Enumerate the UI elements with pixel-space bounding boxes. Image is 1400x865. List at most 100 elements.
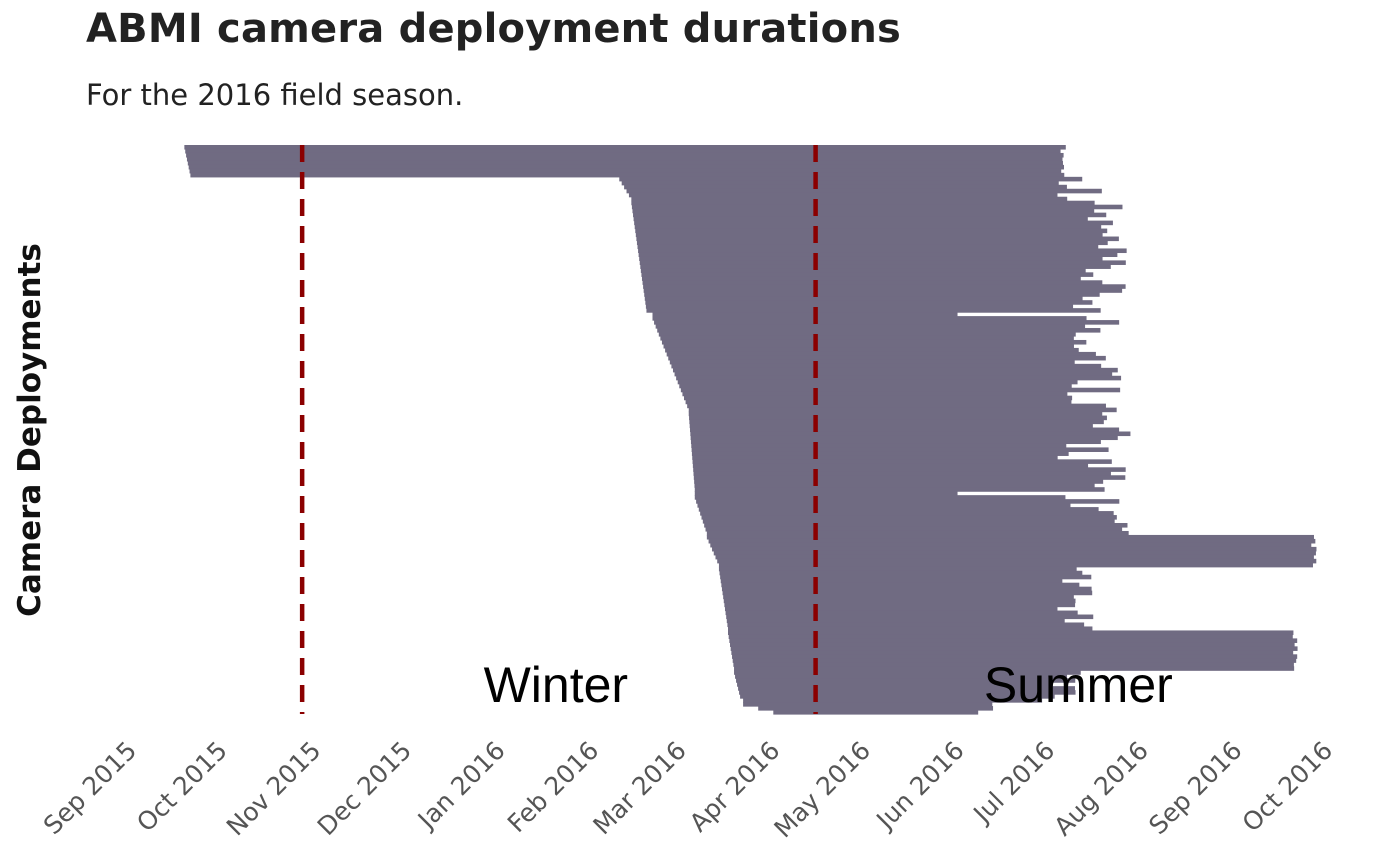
x-tick-label: Sep 2016 xyxy=(1143,736,1247,840)
deployment-bar xyxy=(660,335,1074,341)
deployment-bar xyxy=(730,642,1295,647)
chart-subtitle: For the 2016 field season. xyxy=(86,78,464,112)
deployment-bar xyxy=(637,244,1099,250)
deployment-bar xyxy=(701,515,1117,520)
deployment-bar xyxy=(734,666,1295,671)
deployment-bar xyxy=(671,363,1102,369)
deployment-bar xyxy=(624,184,1067,190)
deployment-bar xyxy=(621,180,1059,186)
deployment-bar xyxy=(693,471,1111,476)
deployment-bar xyxy=(773,710,979,715)
deployment-bar xyxy=(636,240,1108,246)
deployment-bar xyxy=(633,216,1088,222)
x-tick-label: Dec 2015 xyxy=(312,736,417,841)
deployment-bar xyxy=(677,379,1078,385)
deployment-bar xyxy=(733,662,1294,667)
deployment-bar xyxy=(638,252,1118,258)
deployment-bar xyxy=(186,156,1063,162)
deployment-bars xyxy=(184,145,1317,715)
deployment-bar xyxy=(631,204,1123,210)
deployment-bar xyxy=(702,519,1115,524)
deployment-bar xyxy=(628,192,1058,198)
deployment-bar xyxy=(713,550,1316,556)
deployment-bar xyxy=(634,224,1102,230)
deployment-bar xyxy=(631,200,1095,206)
deployment-bar xyxy=(657,328,1101,333)
deployment-bar xyxy=(640,268,1086,273)
deployment-bar xyxy=(655,324,1086,329)
deployment-bar xyxy=(689,423,1093,429)
deployment-bar xyxy=(652,316,1087,321)
deployment-bar xyxy=(690,431,1131,437)
deployment-bar xyxy=(663,343,1074,349)
deployment-bar xyxy=(735,674,1068,679)
deployment-bar xyxy=(694,483,1095,488)
deployment-bar xyxy=(665,347,1079,353)
x-tick-label: Nov 2015 xyxy=(221,736,327,842)
deployment-bar xyxy=(719,570,1083,576)
x-tick-label: Jul 2016 xyxy=(967,736,1061,830)
deployment-bar xyxy=(725,610,1078,616)
annotation-summer: Summer xyxy=(984,657,1173,713)
deployment-bar xyxy=(688,411,1103,417)
deployment-bar xyxy=(690,427,1120,433)
deployment-bar xyxy=(726,614,1094,620)
deployment-bar xyxy=(635,232,1103,238)
deployment-bar xyxy=(661,339,1087,345)
deployment-bar xyxy=(679,383,1072,389)
deployment-bar xyxy=(185,148,1061,154)
deployment-bar xyxy=(654,320,1120,325)
deployment-bar xyxy=(619,176,1083,182)
deployment-bar xyxy=(688,407,1117,413)
deployment-bar xyxy=(700,511,1114,516)
x-tick-label: Aug 2016 xyxy=(1048,736,1154,842)
deployment-bar xyxy=(640,264,1111,269)
deployment-bar xyxy=(652,312,958,317)
x-tick-label: Feb 2016 xyxy=(502,736,604,838)
deployment-bar xyxy=(189,168,1062,174)
deployment-bar xyxy=(642,280,1103,285)
x-tick-label: Jun 2016 xyxy=(870,736,970,836)
deployment-bar xyxy=(717,558,1317,564)
deployment-bar xyxy=(739,690,1076,695)
deployment-bar xyxy=(643,284,1126,289)
deployment-bar xyxy=(692,459,1112,464)
x-tick-label: Oct 2016 xyxy=(1237,736,1339,838)
deployment-bar xyxy=(721,582,1080,588)
deployment-bar xyxy=(720,574,1092,580)
deployment-bar xyxy=(639,260,1126,265)
deployment-bar xyxy=(704,523,1128,528)
deployment-bar xyxy=(632,208,1095,214)
deployment-bar xyxy=(672,367,1118,373)
x-tick-label: Oct 2015 xyxy=(131,736,233,838)
deployment-bar xyxy=(718,562,1313,568)
deployment-bar xyxy=(691,447,1109,452)
deployment-bar xyxy=(736,678,1076,683)
deployment-bar xyxy=(692,463,1089,468)
y-axis-label: Camera Deployments xyxy=(12,243,48,617)
deployment-bar xyxy=(641,272,1094,277)
deployment-bar xyxy=(693,475,1126,480)
deployment-bar xyxy=(638,248,1127,254)
deployment-bar xyxy=(184,145,1066,150)
deployment-bar xyxy=(724,602,1076,608)
deployment-bar xyxy=(723,598,1076,604)
deployment-bar xyxy=(646,308,1101,313)
deployment-bar xyxy=(644,292,1100,297)
deployment-bar xyxy=(697,503,1071,508)
deployment-bar xyxy=(740,694,1055,699)
deployment-bar xyxy=(706,534,1314,540)
x-tick-label: May 2016 xyxy=(768,736,876,844)
deployment-bar xyxy=(694,487,1105,492)
deployment-bar xyxy=(696,499,1120,504)
deployment-bar xyxy=(737,682,1053,687)
deployment-bar xyxy=(687,403,1106,409)
deployment-bar xyxy=(690,439,1101,445)
deployment-bar xyxy=(643,288,1123,293)
deployment-bar xyxy=(738,686,1075,691)
deployment-bar xyxy=(692,455,1058,460)
deployment-bar xyxy=(743,698,1043,703)
deployment-bar xyxy=(706,530,1129,536)
